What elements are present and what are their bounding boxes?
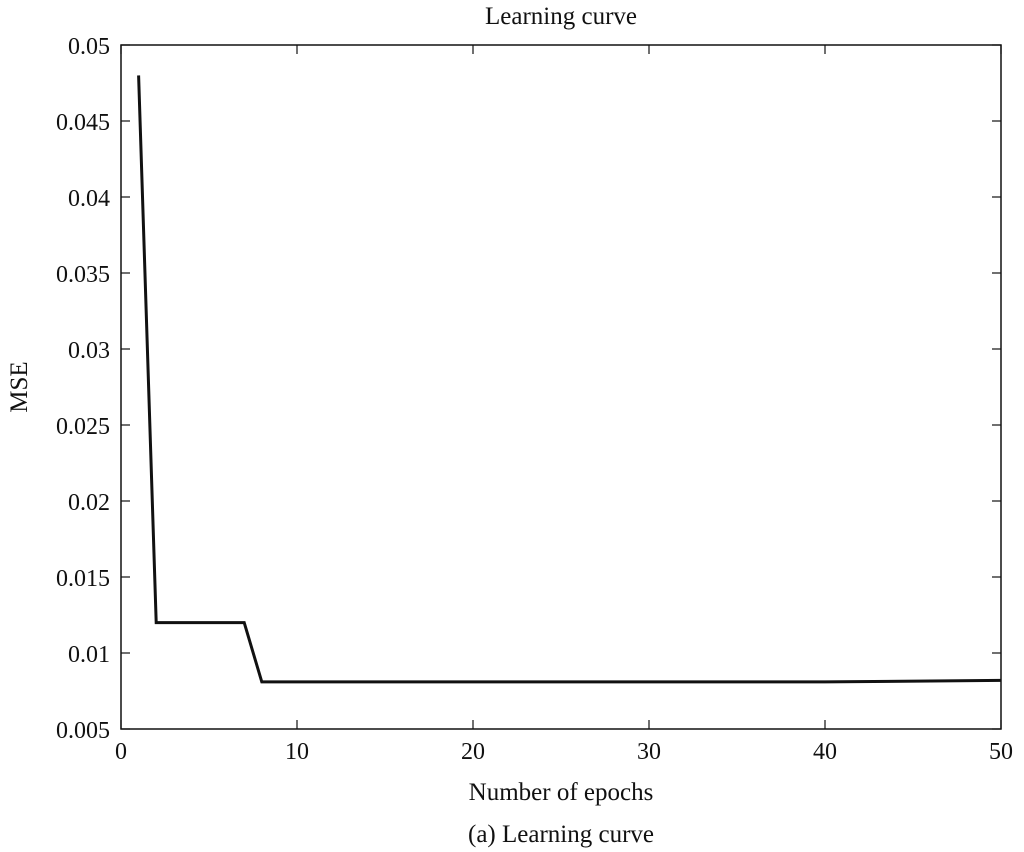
figure-caption: (a) Learning curve	[468, 821, 654, 848]
y-axis-label: MSE	[6, 361, 33, 412]
series-layer	[137, 75, 1002, 684]
y-tick-label: 0.005	[56, 718, 110, 744]
x-tick-label: 20	[461, 739, 485, 765]
y-tick-label: 0.05	[68, 34, 110, 60]
x-axis: 0 10 20 30 40 50	[115, 45, 1013, 765]
y-tick-label: 0.04	[68, 186, 110, 212]
y-axis: 0.005 0.01 0.015 0.02 0.025 0.03 0.035 0.04 0.04…	[56, 34, 1001, 744]
x-tick-label: 50	[989, 739, 1013, 765]
mse-series-line	[137, 75, 1002, 684]
x-tick-label: 10	[285, 739, 309, 765]
y-tick-label: 0.02	[68, 490, 110, 516]
y-tick-label: 0.045	[56, 110, 110, 136]
x-axis-label: Number of epochs	[469, 779, 654, 806]
y-tick-label: 0.025	[56, 414, 110, 440]
y-tick-label: 0.035	[56, 262, 110, 288]
x-tick-label: 0	[115, 739, 127, 765]
y-tick-label: 0.015	[56, 566, 110, 592]
x-tick-label: 30	[637, 739, 661, 765]
plot-frame	[120, 44, 1002, 730]
y-tick-label: 0.01	[68, 642, 110, 668]
chart-title: Learning curve	[485, 3, 637, 30]
x-tick-label: 40	[813, 739, 837, 765]
y-tick-label: 0.03	[68, 338, 110, 364]
plot-area	[120, 44, 1002, 730]
